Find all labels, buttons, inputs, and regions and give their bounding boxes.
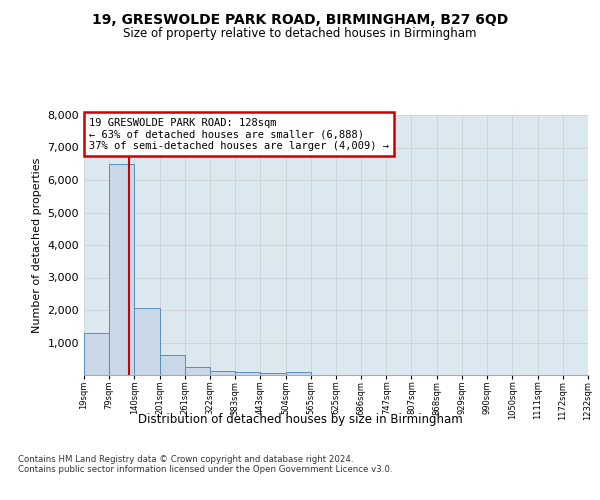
Bar xyxy=(109,164,134,375)
Bar xyxy=(286,372,311,375)
Bar xyxy=(134,308,160,375)
Bar xyxy=(235,372,260,375)
Bar xyxy=(210,371,235,375)
Text: 19 GRESWOLDE PARK ROAD: 128sqm
← 63% of detached houses are smaller (6,888)
37% : 19 GRESWOLDE PARK ROAD: 128sqm ← 63% of … xyxy=(89,118,389,151)
Text: Size of property relative to detached houses in Birmingham: Size of property relative to detached ho… xyxy=(123,28,477,40)
Text: Distribution of detached houses by size in Birmingham: Distribution of detached houses by size … xyxy=(137,412,463,426)
Bar xyxy=(260,372,286,375)
Bar xyxy=(160,355,185,375)
Text: Contains HM Land Registry data © Crown copyright and database right 2024.
Contai: Contains HM Land Registry data © Crown c… xyxy=(18,455,392,474)
Bar xyxy=(185,366,210,375)
Bar xyxy=(84,333,109,375)
Y-axis label: Number of detached properties: Number of detached properties xyxy=(32,158,42,332)
Text: 19, GRESWOLDE PARK ROAD, BIRMINGHAM, B27 6QD: 19, GRESWOLDE PARK ROAD, BIRMINGHAM, B27… xyxy=(92,12,508,26)
